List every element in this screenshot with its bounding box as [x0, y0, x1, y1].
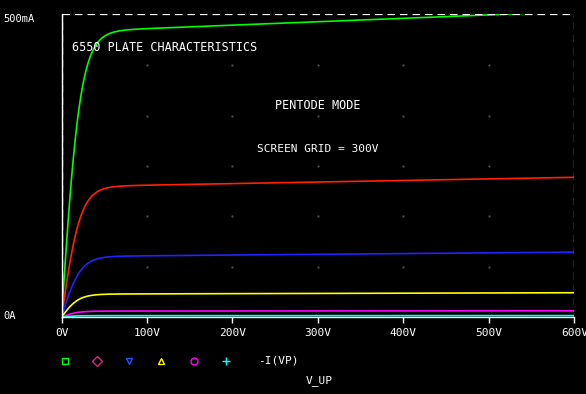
Text: V_UP: V_UP: [306, 375, 333, 386]
Text: SCREEN GRID = 300V: SCREEN GRID = 300V: [257, 144, 379, 154]
Text: -I(VP): -I(VP): [258, 355, 298, 366]
Text: 500mA: 500mA: [3, 14, 34, 24]
Text: 0A: 0A: [3, 311, 15, 321]
Text: +: +: [222, 355, 229, 366]
Text: PENTODE MODE: PENTODE MODE: [275, 99, 360, 112]
Text: 6550 PLATE CHARACTERISTICS: 6550 PLATE CHARACTERISTICS: [71, 41, 257, 54]
